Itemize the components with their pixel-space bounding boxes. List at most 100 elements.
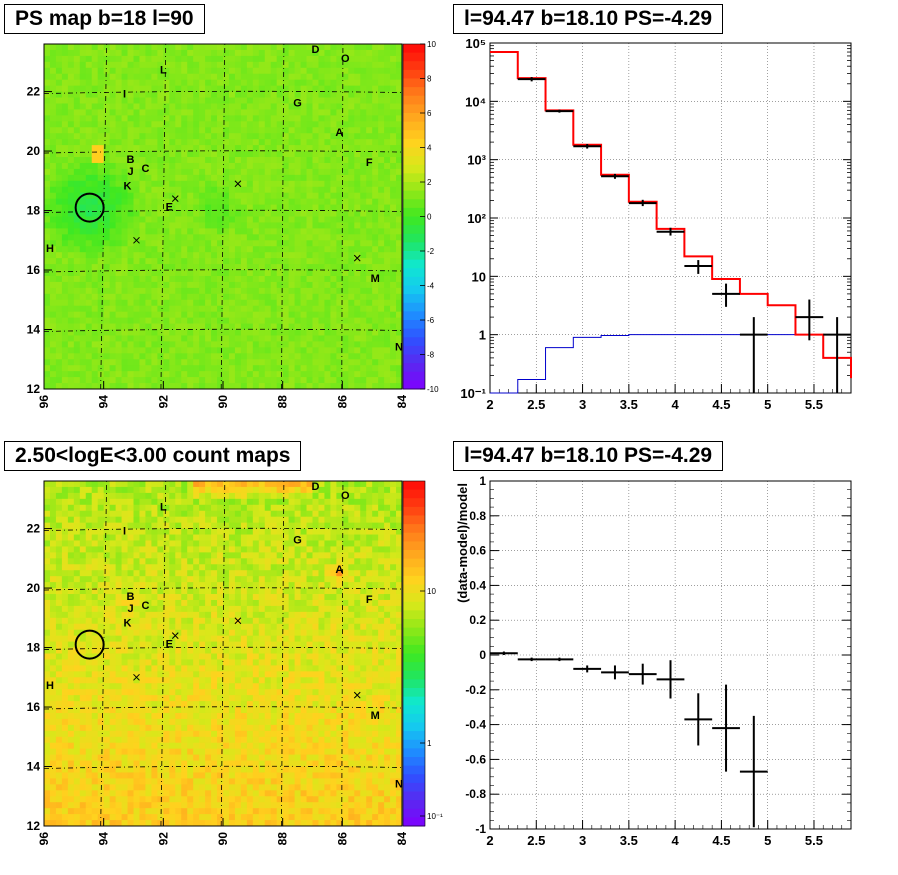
count-map-graticule: [43, 480, 403, 827]
ps-map-source-label: A: [335, 127, 343, 139]
spectrum-panel: 10⁻¹ 1 10 10² 10³ 10⁴ 10⁵ 2 2.5 3 3.5 4 4.5 5 5.5 l=94…: [449, 0, 898, 437]
ps-map-graticule: [43, 43, 403, 390]
ps-map-source-label: D: [312, 44, 320, 56]
spectrum-data-point: [712, 283, 740, 307]
count-map-y-tick-label: 14: [27, 760, 41, 774]
count-map-source-label: M: [371, 710, 380, 722]
spectrum-grid: [489, 42, 851, 394]
ps-map-source-label: C: [141, 163, 149, 175]
residual-x-tick-label: 2: [486, 833, 493, 848]
ps-map-heatmap: [44, 44, 403, 390]
ps-map-x-tick-label: 96: [37, 395, 51, 409]
count-map-source-label: L: [160, 502, 167, 514]
count-map-panel: 96 94 92 90 88 86 84 12 14 16 18 20 22 D O L I G A B J C F K E H M…: [0, 437, 449, 875]
residual-y-tick-label: -0.4: [465, 718, 486, 732]
count-map-cross-marker: [133, 673, 140, 681]
spectrum-data-point: [656, 227, 685, 236]
spectrum-data-point: [573, 144, 602, 149]
spectrum-x-tick-label: 4.5: [712, 397, 730, 412]
ps-map-colorbar: [403, 44, 425, 390]
count-map-source-label: O: [341, 490, 350, 502]
ps-map-colorbar-tick-label: -10: [427, 385, 439, 394]
spectrum-data-point: [795, 299, 824, 341]
ps-map-colorbar-tick-label: 6: [427, 109, 432, 118]
ps-map-colorbar-tick-label: 4: [427, 144, 432, 153]
ps-map-y-tick-label: 22: [27, 85, 41, 99]
residual-chart: 1 0.8 0.6 0.4 0.2 0 -0.2 -0.4 -0.6 -0.8 -12 2.5 3 3.5…: [455, 474, 852, 848]
spectrum-data-point: [739, 317, 768, 393]
count-map-source-label: N: [395, 778, 403, 790]
count-map-source-label: I: [123, 526, 126, 538]
residual-data-point: [628, 663, 657, 685]
ps-map-x-tick-label: 86: [335, 395, 349, 409]
ps-map-source-label: G: [293, 97, 302, 109]
ps-map-x-tick-label: 92: [156, 395, 170, 409]
ps-map-source-label: O: [341, 53, 350, 65]
ps-map-source-label: I: [123, 89, 126, 101]
count-map-source-label: J: [127, 603, 133, 615]
count-map-cross-marker: [353, 691, 361, 699]
ps-map-source-label: L: [160, 65, 167, 77]
residual-y-tick-label: -0.6: [465, 752, 486, 766]
count-map-roi-circle: [74, 629, 105, 660]
ps-map-source-label: K: [124, 181, 132, 193]
count-map-source-label: F: [366, 594, 373, 606]
residual-data-point: [739, 715, 768, 828]
ps-map-x-tick-label: 88: [276, 395, 290, 409]
count-map-colorbar: [403, 481, 425, 827]
residual-data-point: [712, 684, 740, 772]
residual-y-tick-label: 1: [479, 474, 486, 488]
count-map-chart: 96 94 92 90 88 86 84 12 14 16 18 20 22 D O L I G A BJ C F K E H M…: [27, 480, 443, 846]
residual-data-point: [573, 665, 602, 673]
ps-map-y-tick-label: 12: [27, 382, 41, 396]
ps-map-y-tick-label: 20: [27, 144, 41, 158]
count-map-colorbar-tick-label: 10: [427, 587, 436, 596]
residual-x-tick-label: 5.5: [805, 833, 823, 848]
spectrum-x-tick-label: 2: [486, 397, 493, 412]
count-map-source-label: H: [46, 680, 54, 692]
spectrum-y-tick-label: 10³: [467, 153, 486, 168]
ps-map-source-label: H: [46, 243, 54, 255]
ps-map-colorbar-tick-label: -4: [427, 282, 435, 291]
residual-data-point: [601, 665, 629, 680]
ps-map-title: PS map b=18 l=90: [4, 4, 205, 34]
ps-map-cross-marker: [353, 254, 361, 262]
spectrum-y-tick-label: 1: [479, 328, 486, 343]
count-map-heatmap: [44, 481, 403, 827]
count-map-x-tick-label: 92: [156, 832, 170, 846]
residual-x-tick-label: 3: [579, 833, 586, 848]
spectrum-y-tick-label: 10⁻¹: [460, 386, 486, 401]
count-map-colorbar-tick-label: 10⁻¹: [427, 812, 443, 821]
residual-data-point: [656, 660, 685, 699]
ps-map-cross-marker: [234, 180, 242, 188]
residual-x-tick-label: 3.5: [620, 833, 638, 848]
count-map-source-label: B: [127, 591, 135, 603]
residual-x-tick-label: 5: [764, 833, 771, 848]
count-map-y-tick-label: 22: [27, 522, 41, 536]
spectrum-data-point: [517, 77, 546, 82]
spectrum-data-point: [823, 317, 851, 393]
residual-y-tick-label: 0.2: [469, 613, 486, 627]
ps-map-source-label: F: [366, 157, 373, 169]
count-map-x-tick-label: 96: [37, 832, 51, 846]
ps-map-x-tick-label: 84: [395, 395, 409, 409]
count-map-y-tick-label: 20: [27, 581, 41, 595]
residual-title: l=94.47 b=18.10 PS=-4.29: [453, 441, 724, 471]
spectrum-model-line: [490, 51, 852, 379]
residual-data-point: [490, 651, 518, 655]
residual-x-tick-label: 4.5: [712, 833, 730, 848]
residual-y-tick-label: -0.8: [465, 787, 486, 801]
spectrum-x-tick-label: 5: [764, 397, 771, 412]
ps-map-panel: 96 94 92 90 88 86 84 12 14 16 18 20 22 D O L I G A B J C F K E H M…: [0, 0, 449, 437]
count-map-source-label: E: [166, 639, 173, 651]
residual-y-axis-label: (data-model)/model: [455, 483, 470, 603]
residual-y-tick-label: -1: [475, 822, 486, 836]
count-map-x-tick-label: 88: [276, 832, 290, 846]
spectrum-title: l=94.47 b=18.10 PS=-4.29: [453, 4, 724, 34]
spectrum-x-tick-label: 5.5: [805, 397, 823, 412]
count-map-x-tick-label: 86: [335, 832, 349, 846]
ps-map-colorbar-tick-label: -8: [427, 351, 435, 360]
ps-map-roi-circle: [74, 192, 105, 223]
count-map-x-tick-label: 84: [395, 832, 409, 846]
